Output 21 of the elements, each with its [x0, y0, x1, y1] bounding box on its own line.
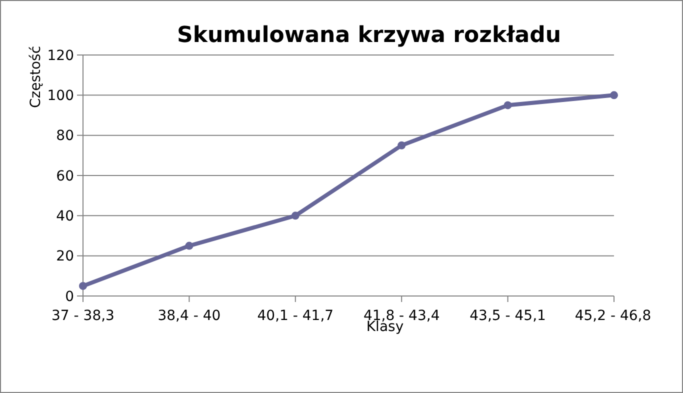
x-tick-label: 45,2 - 46,8	[574, 308, 652, 324]
y-tick-label: 100	[47, 88, 74, 104]
y-tick-label: 20	[56, 248, 74, 265]
point	[504, 101, 512, 110]
y-tick-label: 60	[56, 168, 74, 184]
y-tick-label: 0	[65, 288, 74, 305]
y-axis-title: Częstość	[28, 46, 44, 108]
point	[291, 212, 300, 220]
x-axis-title: Klasy	[366, 319, 404, 335]
x-tick-label: 37 - 38,3	[52, 308, 114, 324]
point	[398, 141, 406, 150]
point	[610, 91, 618, 100]
x-tick-label: 40,1 - 41,7	[257, 308, 334, 324]
y-tick-label: 120	[47, 48, 74, 64]
point	[185, 242, 194, 250]
x-tick-label: 38,4 - 40	[158, 308, 221, 324]
chart-title: Skumulowana krzywa rozkładu	[177, 23, 561, 48]
y-tick-label: 80	[56, 128, 74, 144]
y-tick-label: 40	[56, 208, 74, 225]
point	[79, 282, 87, 290]
x-tick-label: 43,5 - 45,1	[470, 308, 546, 324]
